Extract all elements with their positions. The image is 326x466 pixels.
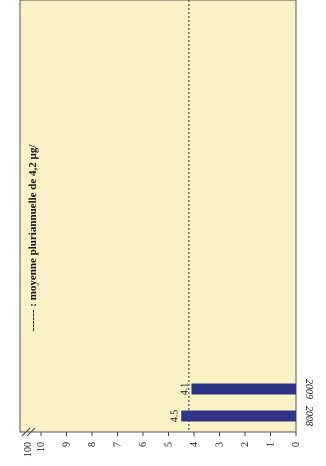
bar-2009 [191, 383, 296, 395]
axis-break-mark [21, 427, 31, 437]
legend-text: ------ : moyenne pluriannuelle de 4,2 µg… [27, 144, 39, 332]
plot-area [19, 0, 297, 433]
tick-label: 2 [240, 442, 251, 447]
tick-label: 10 [36, 442, 47, 452]
category-label-2009: 2009 [303, 379, 314, 399]
tick-label: 3 [215, 442, 226, 447]
tick-label: 1 [266, 442, 277, 447]
tick-label: 6 [138, 442, 149, 447]
tick-label: 9 [62, 442, 73, 447]
tick-label: 8 [87, 442, 98, 447]
tick-label: 0 [291, 442, 302, 447]
bar-2008 [181, 410, 296, 422]
tick-label: 4 [189, 442, 200, 447]
value-label-2008: 4.5 [169, 410, 180, 423]
axis-break-mark [26, 427, 36, 437]
tick-label: 5 [164, 442, 175, 447]
tick-label: 7 [113, 442, 124, 447]
category-label-2008: 2008 [303, 406, 314, 426]
value-label-2009: 4.1 [179, 383, 190, 396]
axis-break-label: 100 [23, 442, 34, 457]
